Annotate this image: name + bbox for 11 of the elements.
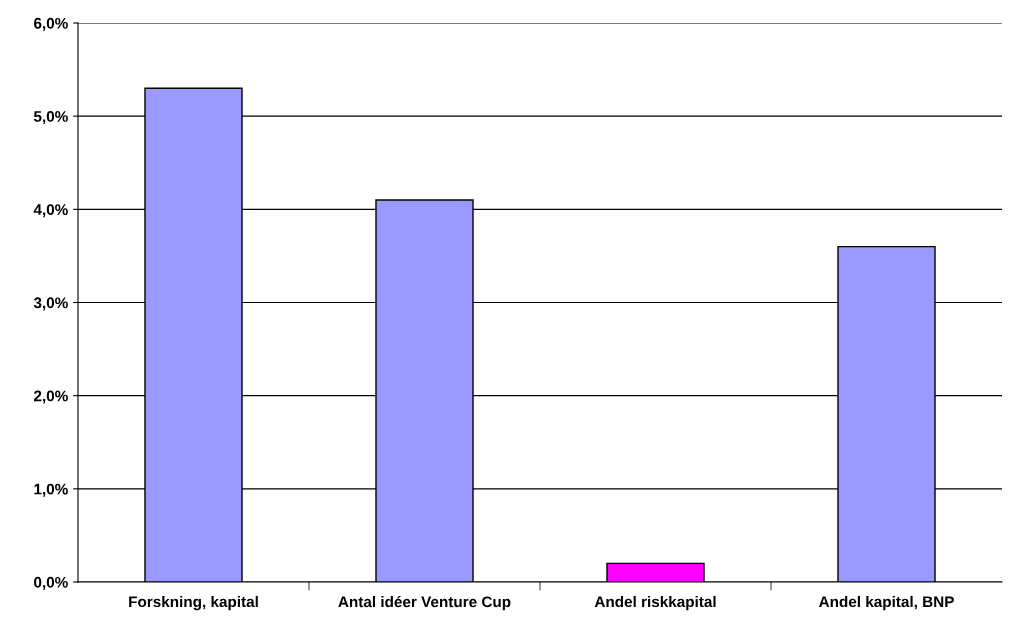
y-tick-label: 2,0% — [33, 390, 68, 404]
x-tick-label: Andel riskkapital — [594, 595, 716, 611]
y-tick-label: 6,0% — [34, 17, 68, 31]
y-tick-label: 1,0% — [34, 483, 68, 497]
y-tick-label: 3,0% — [33, 297, 68, 311]
x-tick-label: Andel kapital, BNP — [818, 595, 954, 611]
y-tick-label: 4,0% — [33, 204, 68, 218]
y-tick-label: 0,0% — [34, 576, 68, 590]
x-tick-label: Forskning, kapital — [129, 595, 258, 611]
x-tick-label: Antal idéer Venture Cup — [338, 595, 511, 611]
y-tick-label: 5,0% — [33, 111, 68, 125]
